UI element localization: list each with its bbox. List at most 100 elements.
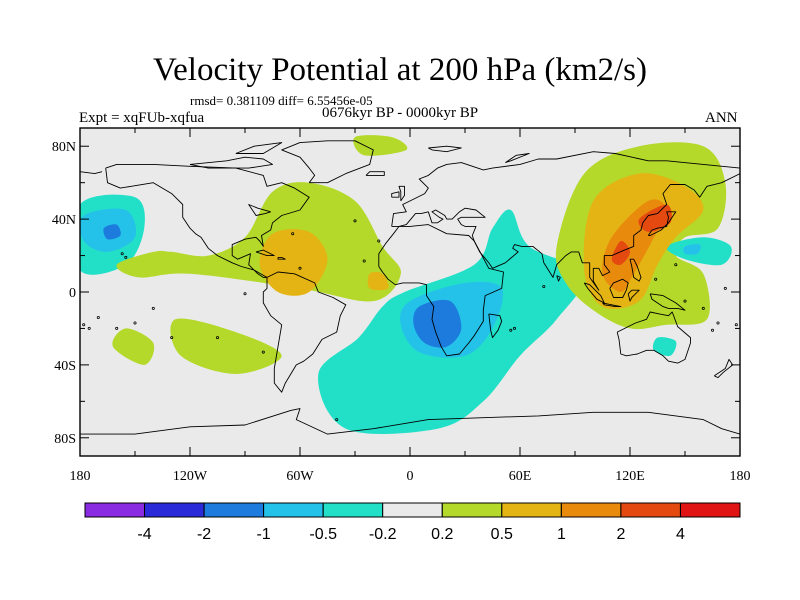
- season-label: ANN: [705, 110, 738, 126]
- island: [124, 255, 128, 259]
- colorbar: -4 -2 -1 -0.5 -0.2 0.2 0.5 1 2 4: [84, 502, 741, 543]
- contour-region: [611, 240, 630, 265]
- colorbar-label: 1: [557, 526, 566, 543]
- coastline: [609, 278, 629, 298]
- lon-tick-label: 120W: [173, 469, 208, 484]
- colorbar-label: -0.5: [309, 526, 337, 543]
- coastline: [378, 224, 504, 357]
- colorbar-segment: [322, 502, 384, 518]
- island: [353, 219, 357, 223]
- period-text: 0676kyr BP - 0000kyr BP: [322, 105, 479, 121]
- coastline: [488, 313, 503, 339]
- lat-tick-label: 40S: [54, 359, 76, 374]
- coastline: [629, 258, 642, 282]
- island: [542, 284, 546, 288]
- island: [115, 326, 119, 330]
- coastline: [505, 153, 530, 164]
- colorbar-segment: [441, 502, 503, 518]
- lon-tick-label: 0: [407, 469, 414, 484]
- island: [133, 321, 137, 325]
- lat-tick-label: 80S: [54, 432, 76, 447]
- island: [711, 328, 715, 332]
- colorbar-segment: [620, 502, 681, 518]
- coastline: [391, 191, 400, 198]
- colorbar-segment: [263, 502, 324, 518]
- island: [170, 336, 174, 340]
- island: [509, 328, 513, 332]
- contour-region: [170, 318, 282, 374]
- island: [291, 232, 295, 236]
- colorbar-label: -1: [256, 526, 270, 543]
- coastline: [556, 275, 561, 282]
- coastline: [80, 408, 740, 435]
- colorbar-segment: [84, 502, 145, 518]
- coastline: [428, 145, 462, 153]
- contour-region: [112, 328, 155, 365]
- island: [243, 292, 247, 296]
- colorbar-segment: [501, 502, 562, 518]
- contour-fill-layer: [80, 135, 732, 434]
- island: [723, 286, 727, 290]
- colorbar-segment: [144, 502, 205, 518]
- island: [377, 239, 381, 243]
- axis-tick-layer: 180 120W 60W 0 60E 120E 180 80N 40N 0 40S 80S: [52, 128, 751, 484]
- island: [298, 266, 302, 270]
- colorbar-label: -2: [197, 526, 211, 543]
- lat-tick-label: 40N: [52, 213, 76, 228]
- coastline-layer: [80, 140, 740, 435]
- plot-title: Velocity Potential at 200 hPa (km2/s): [152, 52, 648, 88]
- island: [261, 350, 265, 354]
- island: [87, 326, 91, 330]
- colorbar-segment: [203, 502, 265, 518]
- colorbar-label: 0.5: [491, 526, 513, 543]
- island: [716, 321, 720, 325]
- coastline: [235, 142, 283, 154]
- coastline: [616, 311, 691, 364]
- coastline: [281, 140, 374, 184]
- island: [654, 277, 658, 281]
- contour-region: [259, 229, 328, 296]
- island: [701, 306, 705, 310]
- colorbar-segment: [382, 502, 443, 518]
- island: [513, 326, 517, 330]
- experiment-label: Expt = xqFUb-xqfua: [79, 110, 205, 126]
- island: [215, 336, 219, 340]
- colorbar-label: -4: [137, 526, 151, 543]
- coastline: [277, 256, 286, 260]
- coastline: [391, 151, 740, 227]
- contour-region: [116, 182, 401, 302]
- coastline: [80, 171, 103, 175]
- coastline: [248, 204, 271, 216]
- colorbar-segment: [560, 502, 622, 518]
- coastline: [189, 156, 273, 169]
- lon-tick-label: 60W: [286, 469, 314, 484]
- colorbar-label: 4: [676, 526, 685, 543]
- coastline: [391, 173, 740, 291]
- lat-tick-label: 0: [69, 286, 76, 301]
- lat-tick-label: 80N: [52, 140, 76, 155]
- contour-region: [413, 299, 462, 348]
- contour-region: [353, 135, 408, 156]
- lon-tick-label: 180: [70, 469, 91, 484]
- coastline: [647, 211, 677, 236]
- coastline: [602, 302, 622, 308]
- island: [362, 259, 366, 263]
- island: [683, 299, 687, 303]
- colorbar-segment: [680, 502, 741, 518]
- island: [96, 315, 100, 319]
- colorbar-label: -0.2: [369, 526, 397, 543]
- island: [151, 306, 155, 310]
- island: [82, 323, 86, 327]
- colorbar-label: 0.2: [431, 526, 453, 543]
- island: [120, 252, 124, 256]
- contour-region: [652, 337, 677, 357]
- lon-tick-label: 60E: [509, 469, 532, 484]
- island: [734, 323, 738, 327]
- island: [335, 418, 339, 422]
- coastline: [255, 249, 275, 257]
- coastline: [365, 171, 385, 176]
- coastline: [398, 185, 405, 202]
- lon-tick-label: 180: [730, 469, 751, 484]
- lon-tick-label: 120E: [615, 469, 645, 484]
